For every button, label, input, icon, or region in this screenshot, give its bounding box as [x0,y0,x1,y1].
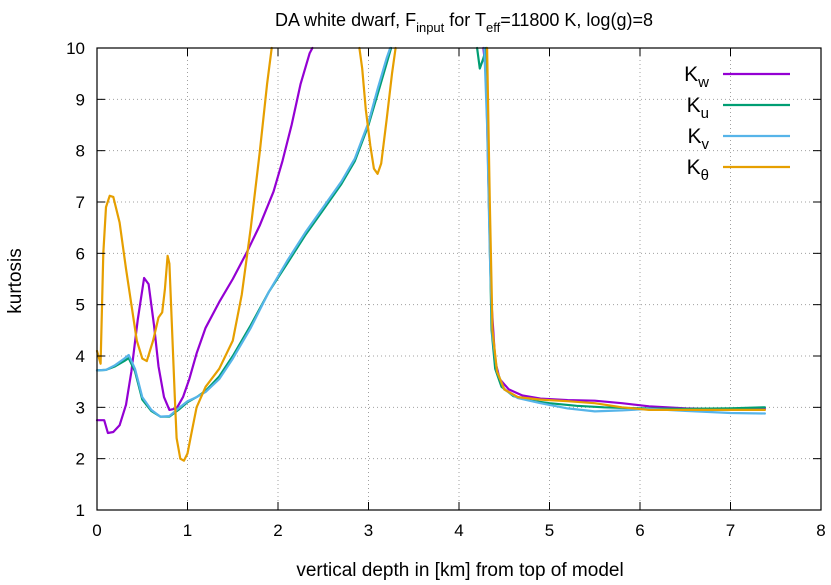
legend-label: Ku [687,94,709,122]
chart-title: DA white dwarf, Finput for Teff=11800 K,… [275,10,653,35]
x-tick-label: 7 [726,521,735,540]
x-axis-label: vertical depth in [km] from top of model [296,560,623,581]
y-tick-label: 10 [66,39,85,58]
x-tick-label: 8 [816,521,825,540]
y-tick-label: 3 [76,398,85,417]
series-line-k-θ [95,46,273,462]
x-tick-label: 2 [273,521,282,540]
legend-label: Kw [684,63,709,91]
y-tick-label: 6 [76,244,85,263]
y-tick-label: 2 [76,450,85,469]
series-line-k-u [95,46,393,418]
legend: Kw Ku Kv Kθ [684,63,790,184]
y-tick-label: 5 [76,296,85,315]
series-line-k-w [482,46,766,411]
x-tick-label: 3 [364,521,373,540]
y-tick-label: 1 [76,501,85,520]
y-tick-label: 9 [76,90,85,109]
y-tick-label: 8 [76,142,85,161]
y-tick-label: 4 [76,347,85,366]
y-tick-label: 7 [76,193,85,212]
series-lines [95,46,766,462]
x-tick-label: 1 [183,521,192,540]
legend-label: Kv [687,125,709,153]
x-tick-label: 4 [454,521,463,540]
y-axis-label: kurtosis [5,248,26,313]
x-tick-label: 6 [635,521,644,540]
x-tick-label: 0 [92,521,101,540]
series-line-k-u [485,46,766,410]
series-line-k-v [483,46,766,415]
series-line-k-v [95,46,392,418]
legend-label: Kθ [687,156,709,184]
x-tick-label: 5 [545,521,554,540]
series-line-k-w [95,46,314,435]
grid [97,48,821,510]
series-line-k-θ [486,46,766,411]
series-line-k-θ [358,46,397,175]
